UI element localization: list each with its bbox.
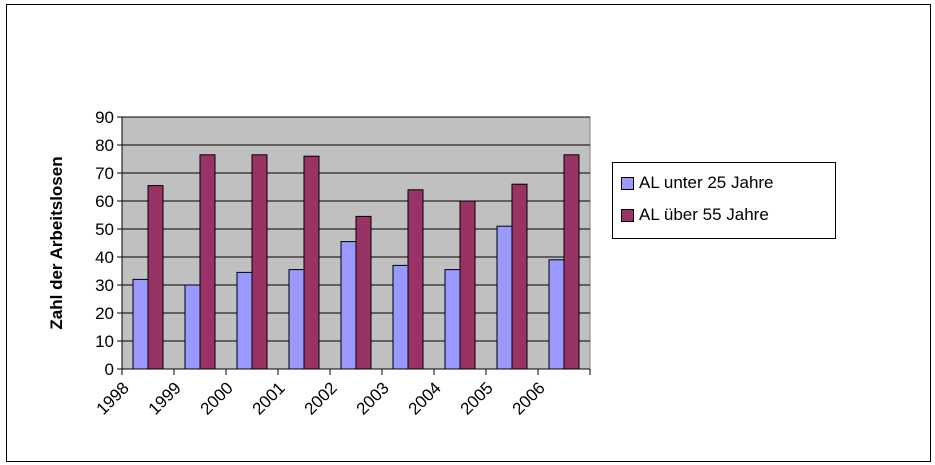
bar-ueber-55-2002 <box>355 215 372 370</box>
legend: AL unter 25 Jahre AL über 55 Jahre <box>612 162 836 239</box>
bar-ueber-55-2006 <box>563 154 580 370</box>
x-tick-label: 2000 <box>197 378 237 418</box>
legend-label-series-2: AL über 55 Jahre <box>639 205 769 224</box>
y-tick-label: 90 <box>95 108 114 127</box>
bar-unter-25-2004 <box>444 269 461 370</box>
bars <box>132 154 580 370</box>
bar-ueber-55-2005 <box>511 183 528 370</box>
x-tick-label: 2003 <box>353 378 393 418</box>
bar-ueber-55-2004 <box>459 200 476 370</box>
y-tick-label: 70 <box>95 164 114 183</box>
legend-swatch-series-2 <box>621 208 634 222</box>
y-tick-label: 50 <box>95 220 114 239</box>
bar-ueber-55-1999 <box>199 154 216 370</box>
bar-unter-25-2002 <box>340 241 357 370</box>
legend-label-series-1: AL unter 25 Jahre <box>639 173 774 192</box>
y-tick-label: 40 <box>95 248 114 267</box>
y-tick-label: 20 <box>95 304 114 323</box>
y-axis-title: Zahl der Arbeitslosen <box>47 156 66 329</box>
x-tick-label: 2004 <box>405 378 445 418</box>
y-tick-label: 30 <box>95 276 114 295</box>
bar-ueber-55-2000 <box>251 154 268 370</box>
x-tick-label: 1999 <box>145 378 185 418</box>
y-tick-label: 0 <box>105 360 114 379</box>
bar-unter-25-2003 <box>392 264 409 370</box>
legend-item-series-2: AL über 55 Jahre <box>621 205 769 225</box>
bar-unter-25-1999 <box>184 284 201 370</box>
bar-ueber-55-2001 <box>303 155 320 370</box>
legend-item-series-1: AL unter 25 Jahre <box>621 173 774 193</box>
x-tick-label: 1998 <box>93 378 133 418</box>
x-tick-label: 2001 <box>249 378 289 418</box>
x-tick-label: 2006 <box>509 378 549 418</box>
bar-ueber-55-2003 <box>407 189 424 370</box>
bar-unter-25-2000 <box>236 271 253 370</box>
bar-unter-25-2006 <box>548 259 565 370</box>
bar-ueber-55-1998 <box>147 185 164 370</box>
x-tick-label: 2002 <box>301 378 341 418</box>
y-tick-label: 80 <box>95 136 114 155</box>
y-tick-label: 60 <box>95 192 114 211</box>
x-tick-label: 2005 <box>457 378 497 418</box>
bar-unter-25-2001 <box>288 269 305 370</box>
y-tick-label: 10 <box>95 332 114 351</box>
bar-unter-25-1998 <box>132 278 149 370</box>
bar-unter-25-2005 <box>496 225 513 370</box>
legend-swatch-series-1 <box>621 176 634 190</box>
